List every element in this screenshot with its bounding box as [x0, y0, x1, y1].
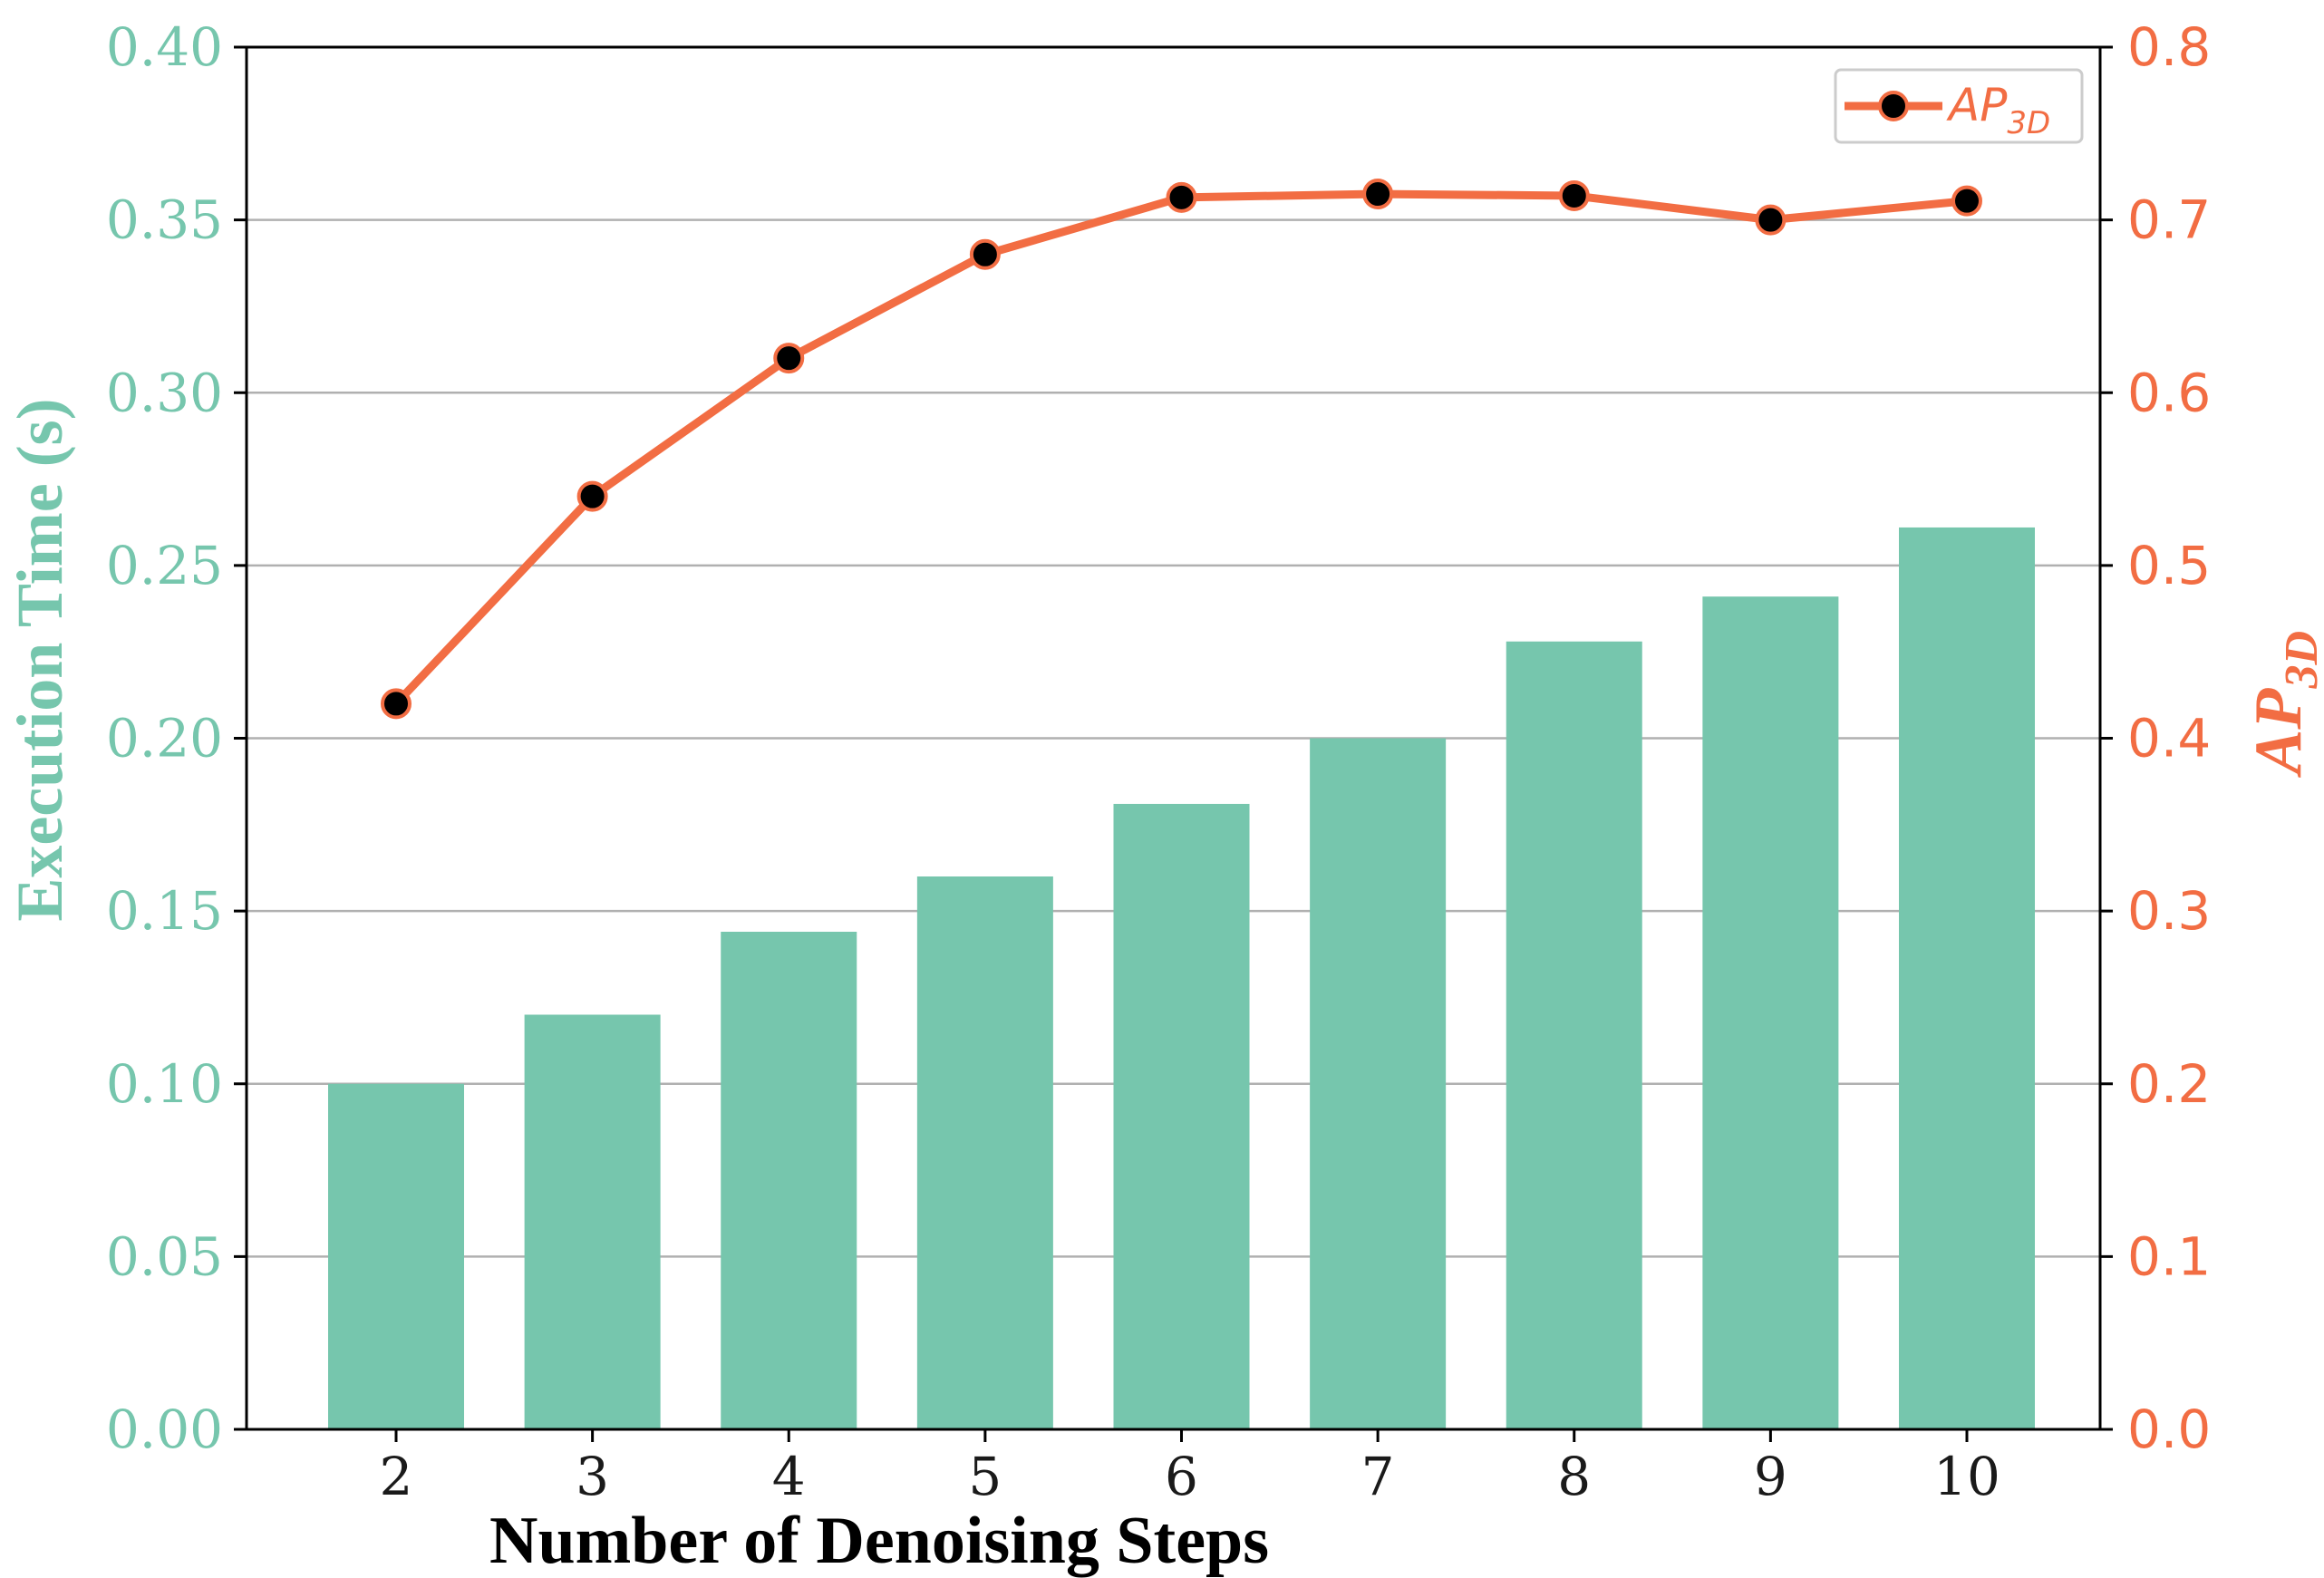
ap3d-point [576, 480, 608, 512]
left-tick-label: 0.40 [106, 16, 223, 78]
right-axis-title: AP3D [2242, 631, 2324, 778]
left-tick-label: 0.25 [106, 535, 223, 596]
bar [1702, 596, 1839, 1429]
ap3d-point [969, 238, 1001, 270]
bar [328, 1083, 464, 1429]
left-axis-ticks: 0.00 0.05 0.10 0.15 0.20 0.25 0.30 0.35 0.40 [106, 16, 247, 1460]
legend-label: AP3D [1946, 79, 2050, 141]
ap3d-point [773, 343, 805, 374]
right-axis-title-main: AP [2242, 688, 2316, 778]
bar [1113, 803, 1250, 1429]
legend-label-sub: 3D [2007, 105, 2050, 141]
x-axis-ticks: 2 3 4 5 6 7 8 9 10 [380, 1429, 2000, 1507]
bar-series [328, 527, 2035, 1429]
right-tick-label: 0.6 [2127, 362, 2211, 423]
right-tick-label: 0.3 [2127, 880, 2211, 942]
left-tick-label: 0.15 [106, 880, 223, 942]
x-tick-label: 5 [968, 1446, 1002, 1507]
left-tick-label: 0.00 [106, 1399, 223, 1460]
x-tick-label: 2 [380, 1446, 413, 1507]
x-tick-label: 10 [1933, 1446, 2000, 1507]
left-tick-label: 0.20 [106, 708, 223, 770]
bar [916, 876, 1053, 1429]
right-tick-label: 0.5 [2127, 535, 2211, 596]
right-axis-title-sub: 3D [2276, 631, 2324, 690]
right-tick-label: 0.0 [2127, 1399, 2211, 1460]
right-tick-label: 0.4 [2127, 708, 2211, 770]
left-tick-label: 0.30 [106, 362, 223, 423]
legend-box [1834, 68, 2084, 144]
bar [1506, 641, 1642, 1429]
left-tick-label: 0.05 [106, 1225, 223, 1287]
right-tick-label: 0.2 [2127, 1053, 2211, 1115]
ap3d-point [1951, 185, 1982, 217]
ap3d-point [1166, 181, 1197, 213]
left-axis-title: Execution Time (s) [4, 398, 76, 921]
legend: AP3D [1834, 68, 2084, 144]
x-tick-label: 9 [1754, 1446, 1787, 1507]
ap3d-point [381, 688, 412, 720]
ap3d-point [1755, 204, 1787, 236]
legend-marker-icon [1878, 91, 1909, 121]
bar [721, 932, 857, 1429]
right-axis-ticks: 0.0 0.1 0.2 0.3 0.4 0.5 0.6 0.7 0.8 [2100, 16, 2211, 1460]
line-series [381, 179, 1982, 720]
right-tick-label: 0.1 [2127, 1225, 2211, 1287]
x-tick-label: 6 [1165, 1446, 1198, 1507]
x-tick-label: 8 [1557, 1446, 1591, 1507]
bar [524, 1014, 661, 1429]
legend-label-main: AP [1946, 79, 2008, 131]
x-tick-label: 3 [576, 1446, 609, 1507]
x-tick-label: 7 [1361, 1446, 1395, 1507]
right-tick-label: 0.7 [2127, 189, 2211, 251]
bar [1899, 527, 2035, 1429]
left-tick-label: 0.35 [106, 189, 223, 251]
left-tick-label: 0.10 [106, 1053, 223, 1115]
ap3d-point [1558, 179, 1590, 211]
x-axis-title: Number of Denoising Steps [489, 1504, 1269, 1578]
x-tick-label: 4 [772, 1446, 806, 1507]
ap3d-point [1362, 179, 1394, 210]
right-tick-label: 0.8 [2127, 16, 2211, 78]
bar [1310, 738, 1447, 1429]
